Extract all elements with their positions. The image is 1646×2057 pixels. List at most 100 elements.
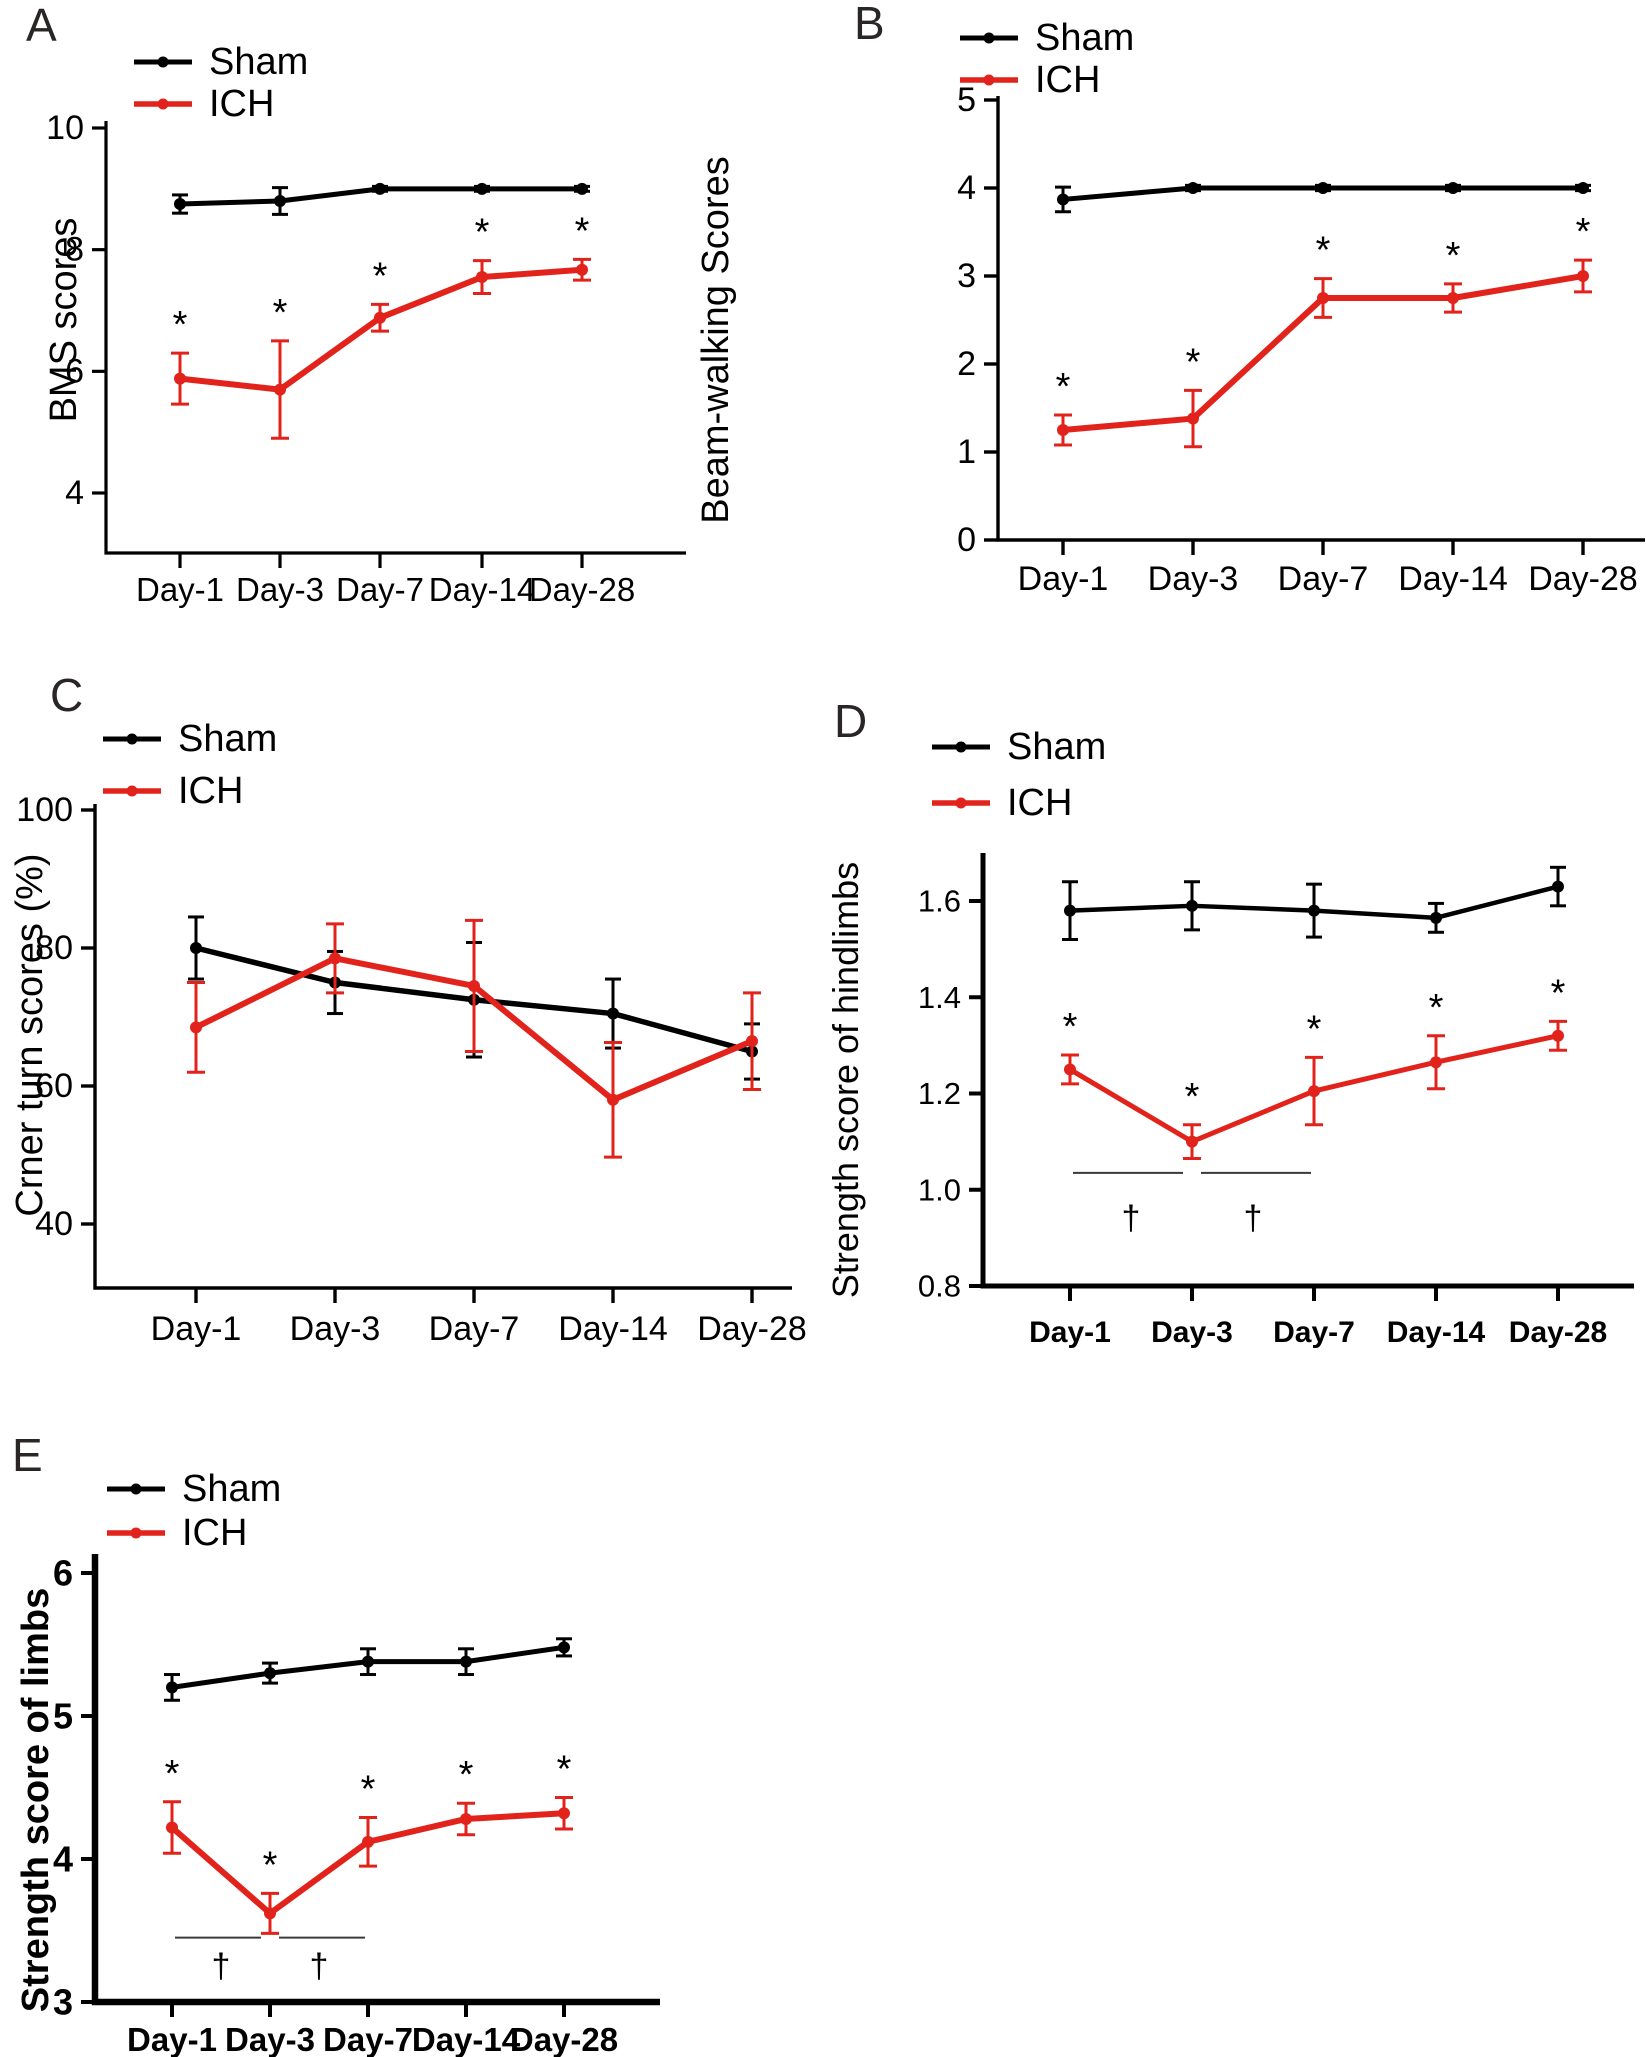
legend-item-ich: ICH	[134, 83, 308, 125]
sham-point	[460, 1655, 472, 1668]
ich-line-icon	[960, 74, 1018, 86]
legend-item-sham: Sham	[103, 718, 277, 760]
x-tick-label: Day-14	[1398, 560, 1508, 598]
sham-point	[576, 182, 588, 195]
sham-point	[1317, 182, 1329, 194]
axis	[91, 1554, 660, 2006]
y-tick-label: 3	[53, 1982, 73, 2023]
legend-sham-label: Sham	[182, 1468, 282, 1510]
sham-point	[190, 942, 202, 954]
ich-point	[374, 311, 386, 324]
significance-asterisk: *	[273, 292, 288, 334]
x-tick-label: Day-14	[412, 2021, 521, 2057]
legend-item-sham: Sham	[932, 726, 1106, 768]
dagger-symbol: †	[1244, 1200, 1263, 1238]
sham-point	[1064, 904, 1076, 917]
legend-sham-label: Sham	[1007, 726, 1107, 768]
ich-point	[264, 1907, 276, 1920]
sham-point	[1447, 182, 1459, 194]
sham-point	[1187, 182, 1199, 194]
y-tick-label: 4	[53, 1839, 73, 1880]
x-tick-label: Day-14	[1387, 1316, 1486, 1349]
y-tick-label: 6	[53, 1553, 73, 1594]
ich-point	[1577, 270, 1589, 282]
panel-c-y-axis-title: Crner turn scores (%)	[9, 853, 51, 1217]
panel-d-label: D	[834, 695, 868, 747]
dagger-symbol: †	[212, 1947, 231, 1985]
ich-point	[607, 1093, 619, 1106]
ich-point	[1317, 292, 1329, 304]
ich-point	[1430, 1056, 1442, 1069]
x-tick-label: Day-28	[510, 2021, 618, 2057]
axis	[93, 804, 792, 1290]
y-tick-label: 1.6	[918, 884, 961, 919]
x-tick-label: Day-14	[429, 571, 535, 608]
significance-asterisk: *	[1576, 211, 1591, 253]
significance-asterisk: *	[1316, 230, 1331, 272]
legend-sham-label: Sham	[209, 41, 309, 83]
ich-point	[460, 1812, 472, 1825]
panel-b-legend: Sham ICH	[960, 17, 1134, 101]
significance-asterisk: *	[165, 1753, 180, 1795]
y-tick-label: 1.2	[918, 1076, 961, 1111]
significance-asterisk: *	[1429, 987, 1444, 1029]
sham-point	[274, 195, 286, 207]
legend-ich-label: ICH	[178, 770, 244, 812]
x-tick-label: Day-3	[1151, 1316, 1233, 1349]
x-tick-label: Day-7	[1278, 560, 1369, 598]
y-tick-label: 5	[53, 1696, 73, 1737]
sham-point	[1430, 911, 1442, 924]
sham-point	[264, 1667, 276, 1680]
panel-a-legend: Sham ICH	[134, 41, 308, 125]
significance-asterisk: *	[1307, 1008, 1322, 1050]
panel-c-legend: Sham ICH	[103, 718, 277, 812]
sham-line-icon	[960, 32, 1018, 44]
sham-point	[1186, 899, 1198, 912]
sham-point	[607, 1007, 619, 1020]
y-tick-label: 80	[35, 929, 73, 967]
panel-a-label: A	[26, 0, 57, 51]
legend-ich-label: ICH	[1035, 59, 1101, 101]
legend-item-sham: Sham	[134, 41, 308, 83]
sham-point	[362, 1655, 374, 1668]
sham-point	[1057, 193, 1069, 206]
panel-b-y-axis-title: Beam-walking Scores	[695, 156, 737, 524]
panel-e-legend: Sham ICH	[107, 1468, 281, 1554]
x-tick-label: Day-7	[336, 571, 424, 608]
y-tick-label: 10	[46, 109, 84, 147]
x-tick-label: Day-3	[1148, 560, 1239, 598]
ich-point	[1552, 1029, 1564, 1042]
sham-line-icon	[134, 56, 192, 68]
x-tick-label: Day-28	[1509, 1316, 1607, 1349]
legend-ich-label: ICH	[182, 1512, 248, 1554]
ich-point	[476, 271, 488, 284]
x-tick-label: Day-7	[1273, 1316, 1355, 1349]
x-tick-label: Day-3	[290, 1310, 381, 1348]
sham-line-icon	[932, 741, 990, 753]
significance-asterisk: *	[575, 210, 590, 252]
significance-asterisk: *	[557, 1749, 572, 1791]
ich-line-icon	[134, 98, 192, 110]
significance-asterisk: *	[1185, 1076, 1200, 1118]
x-tick-label: Day-3	[225, 2021, 315, 2057]
x-tick-label: Day-1	[1018, 560, 1109, 598]
sham-line-icon	[107, 1483, 165, 1495]
x-tick-label: Day-7	[429, 1310, 520, 1348]
panel-e-label: E	[12, 1429, 43, 1481]
significance-asterisk: *	[475, 212, 490, 254]
y-tick-label: 1	[957, 433, 976, 471]
x-tick-label: Day-1	[1029, 1316, 1111, 1349]
panel-a-y-axis-title: BMS scores	[43, 217, 85, 423]
axis	[980, 853, 1634, 1289]
ich-point	[362, 1835, 374, 1848]
legend-item-ich: ICH	[107, 1512, 281, 1554]
x-tick-label: Day-3	[236, 571, 324, 608]
x-tick-label: Day-1	[127, 2021, 217, 2057]
significance-asterisk: *	[173, 304, 188, 346]
legend-sham-label: Sham	[178, 718, 278, 760]
sham-point	[558, 1641, 570, 1654]
y-tick-label: 0.8	[918, 1269, 961, 1304]
x-tick-label: Day-14	[558, 1310, 668, 1348]
